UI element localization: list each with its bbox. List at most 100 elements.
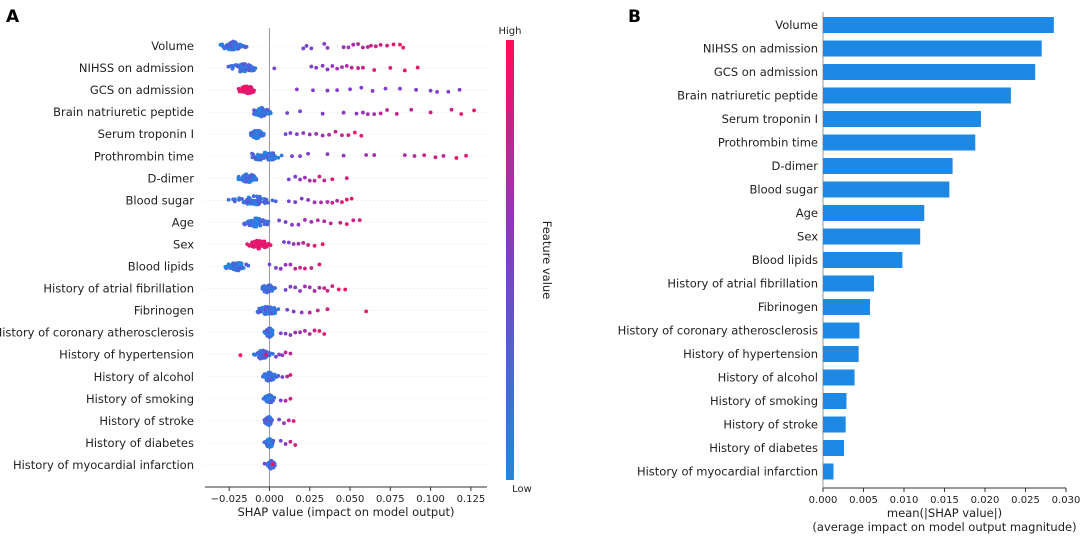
shap-point — [314, 65, 319, 70]
feature-label: Blood lipids — [128, 260, 194, 274]
shap-point — [317, 285, 322, 290]
shap-point — [385, 108, 389, 112]
category-label: Age — [796, 206, 818, 220]
shap-point — [319, 200, 323, 205]
shap-point — [244, 220, 249, 225]
shap-point — [267, 462, 272, 466]
shap-point — [296, 241, 301, 246]
shap-point — [325, 67, 330, 72]
shap-point — [351, 218, 356, 223]
shap-point — [388, 65, 393, 70]
x-tick-label: 0.100 — [416, 494, 445, 505]
shap-point — [307, 285, 312, 290]
shap-point — [263, 419, 268, 423]
shap-point — [391, 42, 396, 47]
shap-point — [266, 219, 271, 224]
shap-point — [346, 45, 351, 50]
importance-bar — [823, 346, 859, 362]
category-label: History of hypertension — [683, 347, 818, 361]
shap-point — [246, 67, 251, 72]
shap-point — [301, 46, 306, 51]
shap-point — [325, 307, 330, 312]
shap-point — [352, 130, 357, 135]
colorbar-title: Feature value — [540, 221, 554, 300]
feature-label: History of diabetes — [85, 436, 194, 450]
shap-point — [293, 285, 298, 290]
shap-point — [260, 305, 265, 310]
shap-point — [335, 66, 340, 71]
shap-point — [303, 266, 307, 271]
shap-point — [338, 220, 343, 225]
feature-label: Volume — [151, 39, 194, 53]
shap-point — [317, 262, 322, 267]
colorbar-gradient — [506, 40, 514, 480]
shap-point — [282, 421, 286, 426]
shap-point — [369, 43, 373, 48]
panel-a-row-guides — [205, 45, 487, 466]
shap-point — [227, 47, 232, 52]
shap-point — [288, 333, 293, 337]
shap-point — [250, 130, 254, 135]
shap-point — [236, 175, 241, 180]
feature-label: NIHSS on admission — [79, 61, 194, 75]
shap-point — [298, 109, 302, 114]
shap-point — [365, 45, 370, 49]
shap-point — [285, 307, 290, 312]
shap-point — [283, 398, 288, 403]
shap-point — [365, 112, 370, 117]
shap-point — [267, 464, 272, 469]
shap-point — [330, 64, 335, 68]
shap-point — [322, 332, 327, 336]
shap-point — [243, 173, 248, 178]
shap-point — [269, 311, 274, 316]
shap-point — [277, 417, 282, 422]
x-tick-label: 0.025 — [295, 494, 324, 505]
shap-point — [356, 66, 360, 70]
shap-point — [267, 262, 272, 267]
shap-point — [261, 219, 266, 224]
shap-point — [247, 199, 252, 204]
shap-point — [258, 223, 263, 228]
feature-label: Brain natriuretic peptide — [53, 105, 194, 119]
shap-point — [288, 262, 293, 267]
shap-point — [242, 62, 247, 66]
panel-b-letter: B — [628, 7, 641, 27]
shap-point — [322, 219, 327, 224]
shap-point — [330, 284, 335, 289]
shap-point — [258, 196, 263, 201]
panel-a-x-ticks: −0.025 0.000 0.025 0.050 0.075 0.100 0.125 — [211, 487, 485, 505]
category-label: Prothrombin time — [718, 136, 818, 150]
shap-point — [240, 197, 244, 201]
category-label: History of stroke — [723, 418, 818, 432]
shap-point — [277, 218, 282, 223]
shap-point — [265, 108, 270, 112]
shap-point — [296, 222, 301, 227]
shap-point — [454, 156, 459, 160]
shap-point — [285, 111, 290, 115]
shap-point — [307, 332, 312, 336]
x-tick-label: −0.025 — [211, 494, 248, 505]
x-tick-label: 0.030 — [1052, 495, 1081, 506]
shap-point — [252, 155, 257, 159]
shap-point — [457, 87, 462, 92]
shap-point — [349, 65, 354, 70]
shap-point — [315, 218, 320, 223]
shap-point — [286, 240, 291, 245]
shap-point — [286, 177, 291, 182]
shap-point — [472, 108, 477, 113]
shap-point — [251, 244, 256, 249]
shap-point — [409, 107, 414, 112]
panel-a-letter: A — [6, 7, 20, 27]
shap-point — [283, 132, 288, 137]
feature-label: Sex — [173, 237, 194, 251]
shap-point — [293, 443, 298, 447]
shap-point — [372, 68, 377, 72]
shap-point — [398, 42, 402, 47]
shap-point — [422, 153, 427, 158]
shap-point — [262, 461, 267, 466]
shap-point — [251, 223, 256, 228]
shap-point — [464, 153, 468, 158]
shap-point — [246, 91, 251, 96]
shap-point — [298, 330, 302, 335]
shap-point — [265, 309, 270, 314]
